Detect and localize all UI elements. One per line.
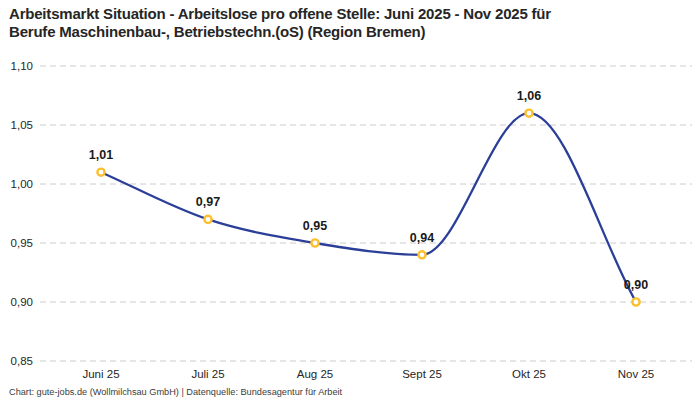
point-marker [418,251,425,258]
y-tick-label: 0,85 [0,353,33,369]
x-tick-label: Aug 25 [270,368,360,380]
x-tick-label: Juli 25 [163,368,253,380]
point-marker [311,239,318,246]
point-marker [525,110,532,117]
attribution-text: Chart: gute-jobs.de (Wollmilchsau GmbH) … [9,387,342,397]
point-value-label: 0,95 [283,220,347,233]
x-tick-label: Nov 25 [591,368,681,380]
x-tick-label: Sept 25 [377,368,467,380]
point-value-label: 1,06 [497,90,561,103]
x-tick-label: Okt 25 [484,368,574,380]
y-tick-label: 1,05 [0,117,33,133]
point-marker [97,169,104,176]
point-marker [632,298,639,305]
point-marker [204,216,211,223]
y-tick-label: 1,10 [0,58,33,74]
line-chart-canvas [0,0,700,400]
x-tick-label: Juni 25 [56,368,146,380]
y-tick-label: 0,95 [0,235,33,251]
point-value-label: 1,01 [69,149,133,162]
point-value-label: 0,94 [390,232,454,245]
point-value-label: 0,97 [176,196,240,209]
plot-area: 0,850,900,951,001,051,10 Juni 25Juli 25A… [0,0,700,400]
chart-card: Arbeitsmarkt Situation - Arbeitslose pro… [0,0,700,400]
y-tick-label: 0,90 [0,294,33,310]
point-value-label: 0,90 [604,279,668,292]
y-tick-label: 1,00 [0,176,33,192]
